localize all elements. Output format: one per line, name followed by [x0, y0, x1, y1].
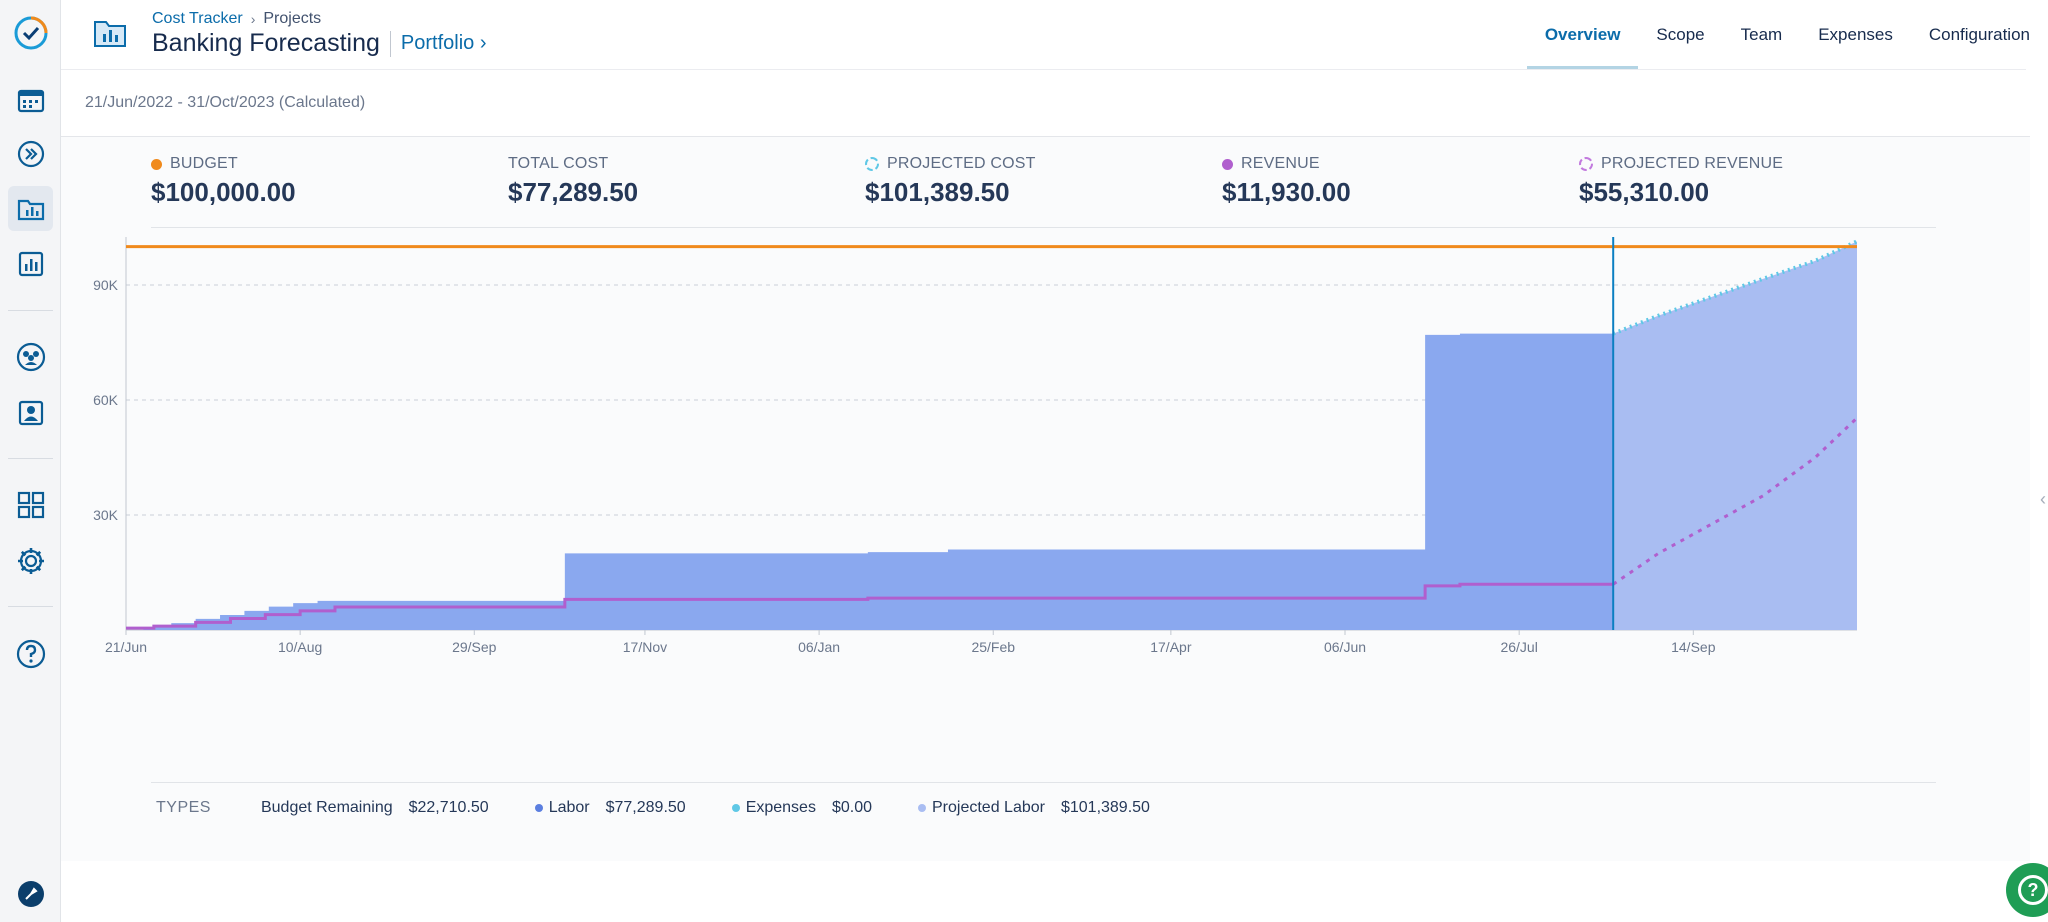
reports-chart-icon[interactable] [8, 241, 53, 286]
sidebar-divider [8, 606, 53, 607]
tab-overview[interactable]: Overview [1526, 0, 1639, 70]
metric-projected-cost: PROJECTED COST $101,389.50 [865, 155, 1222, 208]
legend-value: $101,389.50 [1060, 799, 1150, 816]
page-header: Cost Tracker › Projects Banking Forecast… [61, 0, 2048, 70]
project-tabs: Overview Scope Team Expenses Configurati… [1526, 0, 2048, 70]
x-tick-label: 29/Sep [452, 639, 497, 655]
x-tick-label: 17/Apr [1150, 639, 1192, 655]
settings-gear-icon[interactable] [8, 538, 53, 583]
user-profile-icon[interactable] [8, 390, 53, 435]
legend-item-expenses[interactable]: Expenses $0.00 [731, 799, 872, 817]
help-button[interactable]: ? [2006, 863, 2048, 917]
cost-chart[interactable]: 30K60K90K120K21/Jun10/Aug29/Sep17/Nov06/… [61, 237, 2030, 777]
x-tick-label: 26/Jul [1500, 639, 1537, 655]
forward-icon[interactable] [8, 131, 53, 176]
labor-dot-icon [534, 804, 543, 812]
projected-revenue-marker-icon [1579, 157, 1593, 171]
sidebar-divider [8, 310, 53, 311]
metric-label: TOTAL COST [508, 155, 609, 172]
legend-title: TYPES [156, 799, 211, 816]
legend-label: Budget Remaining [260, 799, 393, 816]
y-tick-label: 30K [93, 507, 119, 523]
sidebar-divider [8, 458, 53, 459]
legend-item-budget-remaining[interactable]: Budget Remaining $22,710.50 [261, 799, 489, 817]
tab-team[interactable]: Team [1740, 25, 1783, 44]
title-divider [389, 30, 391, 57]
metric-label: PROJECTED COST [887, 155, 1036, 172]
revenue-line [126, 582, 1614, 630]
x-tick-label: 25/Feb [971, 639, 1015, 655]
legend-label: Projected Labor [932, 799, 1045, 816]
metric-label: PROJECTED REVENUE [1601, 155, 1784, 172]
legend-label: Labor [548, 799, 590, 816]
y-tick-label: 60K [93, 392, 119, 408]
metric-projected-revenue: PROJECTED REVENUE $55,310.00 [1579, 155, 1936, 208]
app-sidebar [0, 0, 61, 922]
metric-value: $101,389.50 [865, 177, 1010, 207]
breadcrumb-separator: › [250, 11, 256, 27]
date-range: 21/Jun/2022 - 31/Oct/2023 (Calculated) [85, 94, 366, 111]
breadcrumb: Cost Tracker › Projects [152, 10, 321, 28]
metrics-divider [151, 227, 1936, 228]
metrics-row: BUDGET $100,000.00 TOTAL COST $77,289.50… [151, 155, 1936, 208]
metric-budget: BUDGET $100,000.00 [151, 155, 508, 208]
tab-expenses[interactable]: Expenses [1818, 25, 1893, 44]
x-tick-label: 14/Sep [1671, 639, 1716, 655]
page-title: Banking Forecasting [152, 29, 380, 57]
tab-configuration[interactable]: Configuration [1928, 25, 2030, 44]
metric-label: REVENUE [1241, 155, 1320, 172]
x-tick-label: 06/Jan [798, 639, 840, 655]
collapse-panel-icon[interactable]: ‹ [2040, 489, 2046, 509]
project-chart-icon [93, 18, 127, 53]
metric-value: $77,289.50 [508, 177, 639, 207]
help-icon[interactable] [8, 631, 53, 676]
labor-area [126, 333, 1614, 630]
projected-cost-marker-icon [865, 157, 879, 171]
metric-value: $55,310.00 [1579, 177, 1710, 207]
projected-labor-dot-icon [918, 804, 926, 812]
overview-panel: BUDGET $100,000.00 TOTAL COST $77,289.50… [61, 136, 2030, 861]
tab-scope[interactable]: Scope [1656, 25, 1705, 44]
projected-labor-area [1613, 241, 1857, 630]
teams-icon[interactable] [8, 334, 53, 379]
legend-value: $0.00 [831, 799, 872, 816]
metric-total-cost: TOTAL COST $77,289.50 [508, 155, 865, 208]
legend-label: Expenses [745, 799, 816, 816]
breadcrumb-projects[interactable]: Projects [263, 10, 322, 27]
x-tick-label: 17/Nov [623, 639, 667, 655]
metric-label: BUDGET [170, 155, 238, 172]
portfolio-folder-icon[interactable] [8, 186, 53, 231]
budget-marker-icon [151, 158, 162, 170]
legend-item-projected-labor[interactable]: Projected Labor $101,389.50 [918, 799, 1150, 817]
calendar-icon[interactable] [8, 77, 53, 122]
metric-revenue: REVENUE $11,930.00 [1222, 155, 1579, 208]
portfolio-link[interactable]: Portfolio › [400, 32, 487, 54]
legend-item-labor[interactable]: Labor $77,289.50 [534, 799, 686, 817]
x-tick-label: 06/Jun [1324, 639, 1366, 655]
apps-grid-icon[interactable] [8, 482, 53, 527]
chevron-right-icon: › [479, 32, 487, 54]
metric-value: $11,930.00 [1222, 177, 1351, 207]
projected-cost-line [1612, 239, 1858, 336]
app-logo-icon[interactable] [8, 10, 53, 55]
chart-legend: TYPES Budget Remaining $22,710.50 Labor … [156, 799, 1196, 817]
revenue-marker-icon [1222, 158, 1233, 170]
question-icon: ? [2018, 875, 2048, 905]
metric-value: $100,000.00 [151, 177, 296, 207]
expenses-dot-icon [731, 804, 740, 812]
legend-divider [151, 782, 1936, 783]
y-tick-label: 90K [93, 277, 119, 293]
breadcrumb-cost-tracker[interactable]: Cost Tracker [152, 10, 243, 27]
legend-value: $77,289.50 [605, 799, 686, 816]
pin-icon[interactable] [8, 871, 53, 916]
header-divider [61, 69, 2026, 70]
x-tick-label: 21/Jun [105, 639, 147, 655]
legend-value: $22,710.50 [408, 799, 489, 816]
x-tick-label: 10/Aug [278, 639, 322, 655]
